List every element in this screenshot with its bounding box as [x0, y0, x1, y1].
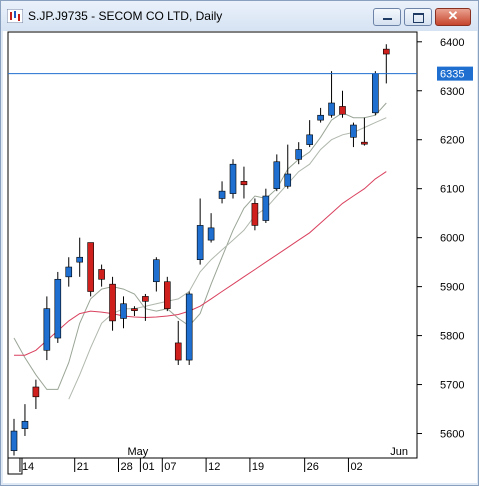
last-price-line: 6335 — [8, 66, 473, 81]
candle-body — [350, 124, 357, 138]
candle-body — [240, 181, 248, 186]
candle-body — [251, 203, 259, 226]
candle-body — [339, 106, 346, 115]
candle-body — [10, 430, 18, 451]
window-title: S.JP.J9735 - SECOM CO LTD, Daily — [28, 9, 223, 23]
last-price-label: 6335 — [440, 69, 464, 81]
month-label: Jun — [390, 446, 408, 458]
chart-app-icon — [7, 9, 23, 23]
month-label: May — [127, 446, 148, 458]
price-tick-label: 6300 — [440, 86, 464, 98]
date-label: 01 — [142, 461, 154, 473]
candle-body — [65, 266, 73, 278]
title-bar[interactable]: S.JP.J9735 - SECOM CO LTD, Daily ✕ — [1, 1, 478, 31]
price-axis: 5600 5700 5800 5900 6000 6100 6200 6300 6400 — [417, 37, 464, 441]
candle-body — [361, 141, 368, 145]
price-tick-label: 6000 — [440, 233, 464, 245]
candle-body — [131, 308, 138, 311]
date-label: 07 — [164, 461, 176, 473]
candle-body — [218, 190, 226, 199]
maximize-button[interactable] — [404, 8, 432, 26]
candles — [10, 44, 390, 456]
candle-body — [21, 420, 29, 429]
price-tick-label: 5600 — [440, 429, 464, 441]
candle-body — [87, 242, 94, 292]
price-chart[interactable]: 6335 5600 5700 5800 5900 6000 6100 6200 6300 640… — [3, 31, 477, 483]
candle-body — [328, 102, 335, 116]
date-label: 02 — [350, 461, 362, 473]
minimize-icon — [383, 18, 392, 20]
candle-body — [207, 227, 215, 241]
candle-body — [98, 269, 105, 280]
candle-body — [295, 149, 303, 160]
candle-body — [196, 225, 204, 260]
time-axis: 14 21 28 01 07 12 19 26 02 May Jun — [19, 446, 408, 473]
price-tick-label: 6200 — [440, 135, 464, 147]
maximize-icon — [413, 13, 424, 23]
candle-body — [109, 283, 116, 322]
close-icon: ✕ — [447, 8, 459, 23]
candle-body — [174, 342, 182, 361]
date-label: 28 — [121, 461, 133, 473]
candle-body — [120, 303, 127, 319]
candle-body — [372, 73, 379, 114]
date-label: 12 — [208, 461, 220, 473]
price-tick-label: 5800 — [440, 331, 464, 343]
candle-body — [32, 386, 40, 398]
date-label: 26 — [307, 461, 319, 473]
close-button[interactable]: ✕ — [435, 8, 471, 26]
candle-body — [142, 296, 149, 302]
candle-body — [153, 259, 160, 283]
candle-body — [185, 293, 193, 361]
candle-body — [43, 308, 51, 351]
moving-average-line — [13, 102, 387, 390]
candle-body — [306, 134, 313, 145]
date-label: 14 — [22, 461, 34, 473]
candle-body — [54, 278, 62, 339]
candle-body — [382, 48, 390, 55]
candle-body — [76, 256, 83, 263]
moving-average-line — [14, 171, 387, 356]
price-tick-label: 5700 — [440, 380, 464, 392]
price-tick-label: 6100 — [440, 184, 464, 196]
minimize-button[interactable] — [373, 8, 401, 26]
date-label: 21 — [77, 461, 89, 473]
date-label: 19 — [252, 461, 264, 473]
plot-area[interactable] — [7, 31, 418, 459]
candle-body — [317, 114, 324, 121]
chart-frame: 6335 5600 5700 5800 5900 6000 6100 6200 6300 640… — [3, 31, 477, 483]
candle-body — [262, 195, 270, 221]
last-price-marker — [437, 66, 473, 81]
price-tick-label: 5900 — [440, 282, 464, 294]
candle-body — [164, 281, 171, 309]
candle-body — [284, 173, 292, 187]
scroll-corner-box[interactable] — [7, 457, 23, 475]
candle-body — [273, 161, 281, 189]
candle-body — [229, 163, 237, 194]
price-tick-label: 6400 — [440, 37, 464, 49]
